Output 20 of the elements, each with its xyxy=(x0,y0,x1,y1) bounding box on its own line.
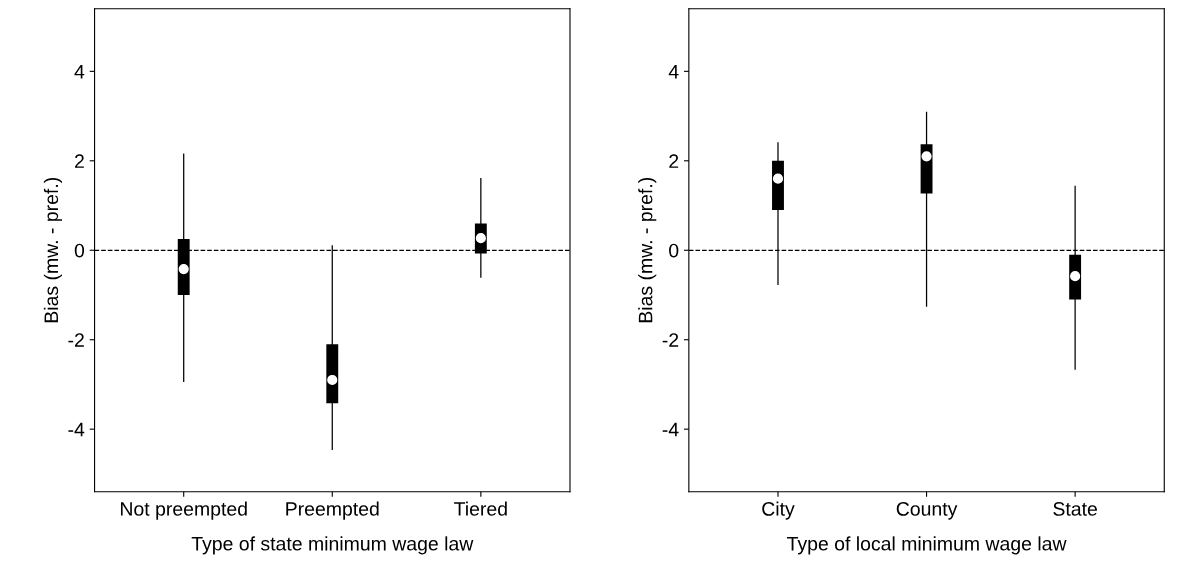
x-tick-label: County xyxy=(896,502,958,520)
y-tick-label: 4 xyxy=(74,65,85,79)
x-axis-title: Type of state minimum wage law xyxy=(191,536,474,555)
y-tick-label: 0 xyxy=(74,243,85,258)
y-tick-label: -4 xyxy=(662,422,679,437)
y-tick-label: 4 xyxy=(668,65,679,79)
y-tick-label: 2 xyxy=(669,154,679,168)
x-tick-label: Preempted xyxy=(286,501,379,520)
y-tick-label: 2 xyxy=(75,154,84,168)
y-tick-label: -2 xyxy=(662,333,679,347)
x-tick-label: State xyxy=(1053,502,1097,516)
y-tick-label: -4 xyxy=(68,422,85,437)
y-tick-label: 0 xyxy=(669,243,679,258)
x-tick-label: City xyxy=(762,501,795,520)
y-axis-title: Bias (mw. - pref.) xyxy=(43,177,62,323)
x-tick-label: Not preempted xyxy=(120,501,247,520)
y-tick-label: -2 xyxy=(68,333,84,347)
y-axis-title: Bias (mw. - pref.) xyxy=(638,177,657,323)
x-axis-title: Type of local minimum wage law xyxy=(787,536,1067,555)
x-tick-label: Tiered xyxy=(454,501,507,516)
